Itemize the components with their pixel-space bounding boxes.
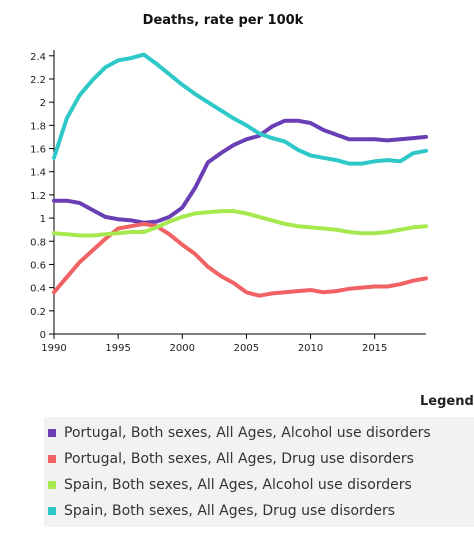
- series-line-4[interactable]: [52, 52, 428, 166]
- legend-heading: Legend: [420, 394, 474, 409]
- x-tick-label: 1990: [41, 343, 66, 354]
- x-tick-label: 2005: [234, 343, 259, 354]
- y-tick-label: 1.8: [30, 121, 46, 132]
- series-line-3[interactable]: [52, 209, 428, 238]
- x-axis: 1990 1995 2000 2005 2010 2015: [41, 333, 426, 354]
- y-tick-label: 1.6: [30, 145, 46, 156]
- y-tick-label: 2.2: [30, 75, 46, 86]
- legend: Portugal, Both sexes, All Ages, Alcohol …: [44, 417, 474, 527]
- legend-swatch: [48, 455, 56, 463]
- legend-label: Portugal, Both sexes, All Ages, Drug use…: [64, 451, 414, 467]
- chart-title: Deaths, rate per 100k: [143, 13, 304, 28]
- x-tick-label: 1995: [105, 343, 130, 354]
- y-tick-label: 0: [40, 330, 46, 341]
- legend-swatch: [48, 481, 56, 489]
- series-line-2[interactable]: [52, 221, 428, 298]
- legend-item-spain-drug[interactable]: Spain, Both sexes, All Ages, Drug use di…: [44, 498, 395, 524]
- y-axis: 0 0.2 0.4 0.6 0.8 1 1.2 1.4 1.6 1.8 2 2.2 2.4: [30, 50, 55, 341]
- y-tick-label: 2: [40, 98, 46, 109]
- y-tick-label: 0.6: [30, 260, 46, 271]
- legend-item-portugal-drug[interactable]: Portugal, Both sexes, All Ages, Drug use…: [44, 446, 414, 472]
- series-layer: [52, 52, 428, 298]
- x-tick-label: 2010: [298, 343, 323, 354]
- x-tick-label: 2015: [362, 343, 387, 354]
- y-tick-label: 1: [40, 214, 46, 225]
- y-tick-label: 0.4: [30, 284, 46, 295]
- legend-label: Portugal, Both sexes, All Ages, Alcohol …: [64, 425, 431, 441]
- y-tick-label: 0.2: [30, 307, 46, 318]
- y-tick-label: 2.4: [30, 52, 46, 63]
- legend-swatch: [48, 429, 56, 437]
- x-tick-label: 2000: [170, 343, 195, 354]
- legend-item-spain-alcohol[interactable]: Spain, Both sexes, All Ages, Alcohol use…: [44, 472, 412, 498]
- legend-label: Spain, Both sexes, All Ages, Alcohol use…: [64, 477, 412, 493]
- y-tick-label: 1.2: [30, 191, 46, 202]
- y-tick-label: 0.8: [30, 237, 46, 248]
- legend-label: Spain, Both sexes, All Ages, Drug use di…: [64, 503, 396, 519]
- legend-item-portugal-alcohol[interactable]: Portugal, Both sexes, All Ages, Alcohol …: [44, 420, 431, 446]
- line-chart: Deaths, rate per 100k 0 0.2 0.4 0.6 0.8 1 1.2 1…: [30, 13, 428, 354]
- legend-swatch: [48, 507, 56, 515]
- y-tick-label: 1.4: [30, 168, 46, 179]
- series-line-1[interactable]: [52, 118, 428, 225]
